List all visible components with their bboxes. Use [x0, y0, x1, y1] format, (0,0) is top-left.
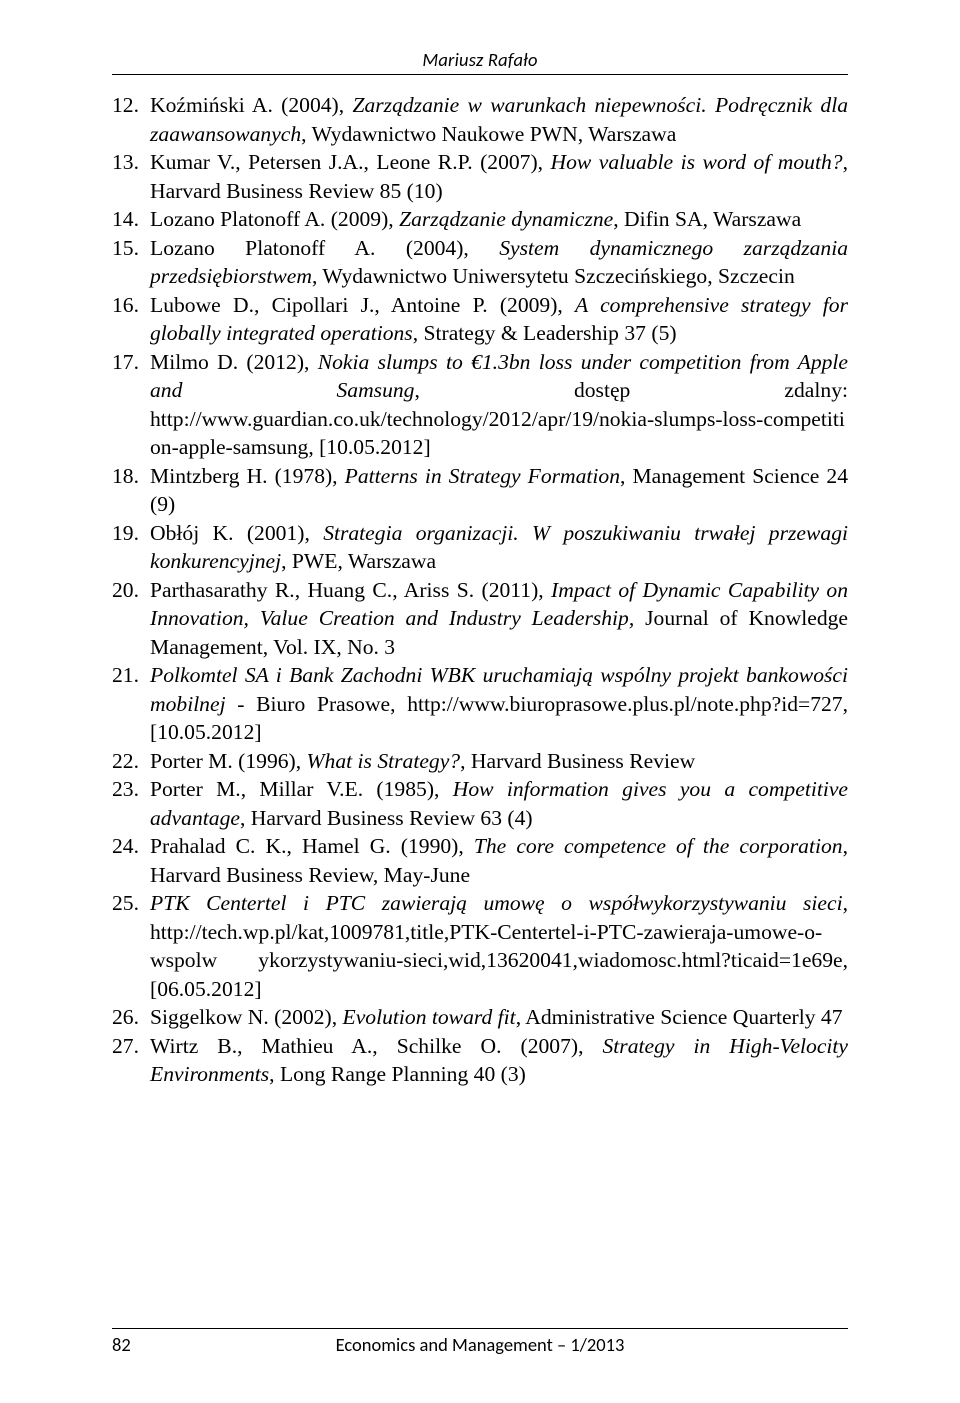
reference-text: Polkomtel SA i Bank Zachodni WBK urucham…	[150, 663, 848, 744]
reference-number: 19.	[112, 519, 150, 548]
reference-number: 13.	[112, 148, 150, 177]
reference-item: 12.Koźmiński A. (2004), Zarządzanie w wa…	[112, 91, 848, 148]
reference-text: Obłój K. (2001), Strategia organizacji. …	[150, 521, 848, 574]
reference-item: 19.Obłój K. (2001), Strategia organizacj…	[112, 519, 848, 576]
reference-item: 26.Siggelkow N. (2002), Evolution toward…	[112, 1003, 848, 1032]
reference-number: 24.	[112, 832, 150, 861]
reference-text: Porter M. (1996), What is Strategy?, Har…	[150, 749, 695, 773]
reference-number: 25.	[112, 889, 150, 918]
reference-item: 25.PTK Centertel i PTC zawierają umowę o…	[112, 889, 848, 1003]
reference-item: 23.Porter M., Millar V.E. (1985), How in…	[112, 775, 848, 832]
reference-item: 17.Milmo D. (2012), Nokia slumps to €1.3…	[112, 348, 848, 462]
reference-item: 27.Wirtz B., Mathieu A., Schilke O. (200…	[112, 1032, 848, 1089]
reference-text: Siggelkow N. (2002), Evolution toward fi…	[150, 1005, 843, 1029]
reference-text: PTK Centertel i PTC zawierają umowę o ws…	[150, 891, 848, 1001]
page: Mariusz Rafało 12.Koźmiński A. (2004), Z…	[0, 0, 960, 1403]
reference-text: Wirtz B., Mathieu A., Schilke O. (2007),…	[150, 1034, 848, 1087]
reference-text: Lozano Platonoff A. (2004), System dynam…	[150, 236, 848, 289]
reference-number: 22.	[112, 747, 150, 776]
footer-row: 82 Economics and Management – 1/2013	[112, 1333, 848, 1355]
reference-number: 23.	[112, 775, 150, 804]
footer-rule	[112, 1328, 848, 1329]
running-head-author: Mariusz Rafało	[112, 48, 848, 71]
reference-item: 14.Lozano Platonoff A. (2009), Zarządzan…	[112, 205, 848, 234]
reference-item: 13.Kumar V., Petersen J.A., Leone R.P. (…	[112, 148, 848, 205]
journal-name: Economics and Management – 1/2013	[112, 1333, 848, 1356]
reference-text: Koźmiński A. (2004), Zarządzanie w warun…	[150, 93, 848, 146]
reference-text: Milmo D. (2012), Nokia slumps to €1.3bn …	[150, 350, 848, 460]
reference-text: Porter M., Millar V.E. (1985), How infor…	[150, 777, 848, 830]
reference-number: 12.	[112, 91, 150, 120]
reference-item: 21.Polkomtel SA i Bank Zachodni WBK uruc…	[112, 661, 848, 747]
reference-number: 16.	[112, 291, 150, 320]
page-footer: 82 Economics and Management – 1/2013	[112, 1328, 848, 1355]
header-rule	[112, 74, 848, 75]
reference-number: 26.	[112, 1003, 150, 1032]
reference-list: 12.Koźmiński A. (2004), Zarządzanie w wa…	[112, 91, 848, 1089]
reference-text: Kumar V., Petersen J.A., Leone R.P. (200…	[150, 150, 848, 203]
reference-number: 17.	[112, 348, 150, 377]
reference-number: 20.	[112, 576, 150, 605]
reference-text: Lozano Platonoff A. (2009), Zarządzanie …	[150, 207, 801, 231]
reference-item: 15.Lozano Platonoff A. (2004), System dy…	[112, 234, 848, 291]
reference-item: 16.Lubowe D., Cipollari J., Antoine P. (…	[112, 291, 848, 348]
reference-item: 20.Parthasarathy R., Huang C., Ariss S. …	[112, 576, 848, 662]
reference-text: Lubowe D., Cipollari J., Antoine P. (200…	[150, 293, 848, 346]
reference-number: 14.	[112, 205, 150, 234]
reference-item: 18.Mintzberg H. (1978), Patterns in Stra…	[112, 462, 848, 519]
reference-text: Parthasarathy R., Huang C., Ariss S. (20…	[150, 578, 848, 659]
reference-number: 21.	[112, 661, 150, 690]
reference-text: Prahalad C. K., Hamel G. (1990), The cor…	[150, 834, 848, 887]
reference-number: 18.	[112, 462, 150, 491]
reference-item: 24.Prahalad C. K., Hamel G. (1990), The …	[112, 832, 848, 889]
reference-number: 15.	[112, 234, 150, 263]
reference-number: 27.	[112, 1032, 150, 1061]
reference-text: Mintzberg H. (1978), Patterns in Strateg…	[150, 464, 848, 517]
reference-item: 22.Porter M. (1996), What is Strategy?, …	[112, 747, 848, 776]
